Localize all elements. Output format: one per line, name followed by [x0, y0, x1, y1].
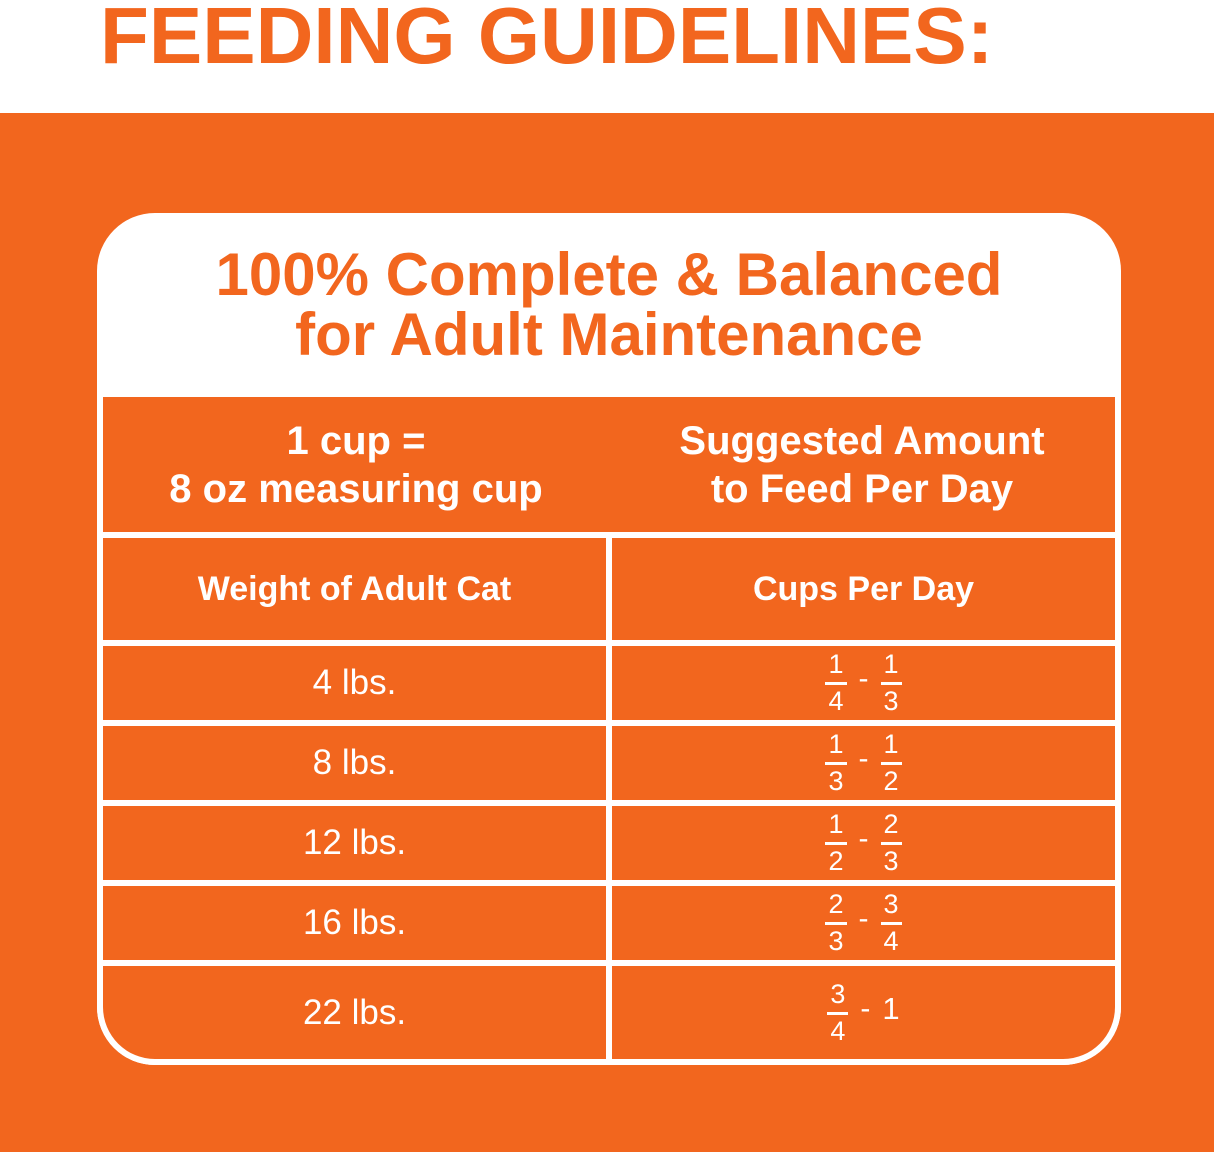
cup-definition-line1: 1 cup =: [286, 418, 426, 463]
range-dash: -: [858, 742, 869, 775]
weight-cell: 16 lbs.: [103, 886, 606, 960]
card-title-line1: 100% Complete & Balanced: [215, 241, 1003, 308]
weight-cell: 12 lbs.: [103, 806, 606, 880]
weight-cell: 22 lbs.: [103, 966, 606, 1059]
column-header-row: Weight of Adult Cat Cups Per Day: [103, 538, 1115, 640]
table-body: 4 lbs. 1 4-1 3 8 lbs. 1 3-1 2 12 lbs. 1 2-2 3 16 lbs…: [103, 646, 1115, 1059]
range-dash: -: [858, 822, 869, 855]
weight-cell: 4 lbs.: [103, 646, 606, 720]
range-dash: -: [858, 662, 869, 695]
card-title: 100% Complete & Balanced for Adult Maint…: [97, 213, 1121, 397]
suggested-amount-line2: to Feed Per Day: [710, 466, 1014, 511]
range-max: 1: [882, 990, 900, 1026]
table-row: 12 lbs. 1 2-2 3: [103, 806, 1115, 880]
column-header-cups: Cups Per Day: [612, 538, 1115, 640]
weight-cell: 8 lbs.: [103, 726, 606, 800]
range-dash: -: [860, 991, 871, 1025]
cup-definition-line2: 8 oz measuring cup: [169, 466, 543, 511]
table-row: 16 lbs. 2 3-3 4: [103, 886, 1115, 960]
column-header-weight: Weight of Adult Cat: [103, 538, 606, 640]
suggested-amount-line1: Suggested Amount: [679, 418, 1045, 463]
page-title: FEEDING GUIDELINES:: [100, 0, 994, 80]
table-row: 8 lbs. 1 3-1 2: [103, 726, 1115, 800]
feeding-guidelines-card: 100% Complete & Balanced for Adult Maint…: [97, 213, 1121, 1065]
feeding-table: 1 cup = 8 oz measuring cup Suggested Amo…: [97, 397, 1121, 1065]
top-white-band: FEEDING GUIDELINES:: [0, 0, 1214, 113]
range-dash: -: [858, 902, 869, 935]
card-title-line2: for Adult Maintenance: [295, 301, 923, 368]
table-row: 22 lbs. 3 4-1: [103, 966, 1115, 1059]
table-row: 4 lbs. 1 4-1 3: [103, 646, 1115, 720]
suggested-amount-header: Suggested Amount to Feed Per Day: [609, 397, 1115, 532]
orange-background: 100% Complete & Balanced for Adult Maint…: [0, 113, 1214, 1152]
table-header-band: 1 cup = 8 oz measuring cup Suggested Amo…: [103, 397, 1115, 532]
cup-definition-header: 1 cup = 8 oz measuring cup: [103, 397, 609, 532]
